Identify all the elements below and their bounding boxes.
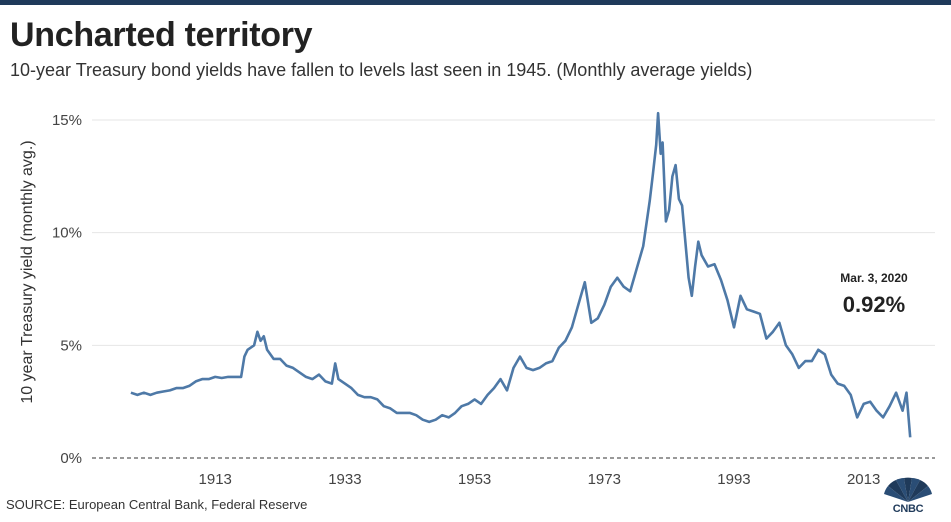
peacock-logo-icon (884, 477, 932, 502)
chart-title: Uncharted territory (10, 16, 313, 54)
annotation-value: 0.92% (843, 292, 905, 317)
y-tick-label: 0% (60, 450, 82, 467)
source-note: SOURCE: European Central Bank, Federal R… (6, 497, 308, 512)
x-tick-label: 2013 (847, 471, 880, 488)
series-line (130, 111, 912, 438)
annotation-date: Mar. 3, 2020 (840, 271, 908, 285)
y-tick-label: 15% (52, 112, 82, 129)
top-accent-bar (0, 0, 951, 5)
y-tick-label: 5% (60, 337, 82, 354)
x-tick-label: 1953 (458, 471, 491, 488)
x-tick-label: 1913 (199, 471, 232, 488)
x-tick-label: 1993 (717, 471, 750, 488)
x-tick-label: 1973 (588, 471, 621, 488)
chart-subtitle: 10-year Treasury bond yields have fallen… (10, 60, 753, 80)
logo-wordmark: CNBC (892, 503, 924, 515)
x-tick-label: 1933 (328, 471, 361, 488)
y-tick-label: 10% (52, 225, 82, 242)
